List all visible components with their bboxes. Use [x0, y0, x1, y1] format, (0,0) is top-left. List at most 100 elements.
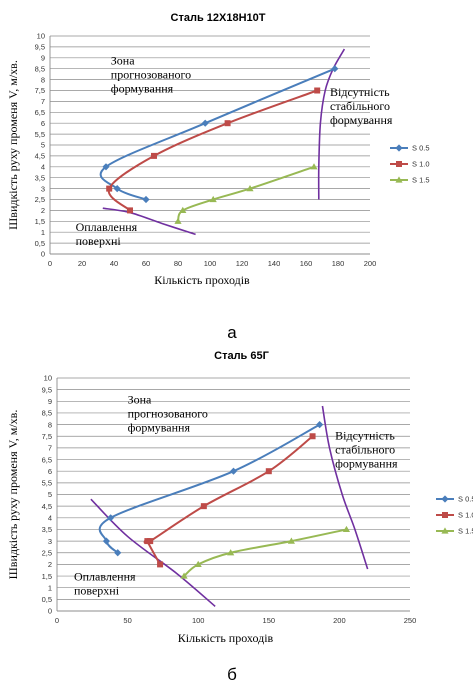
x-tick-label: 60	[142, 259, 150, 268]
legend-marker	[395, 144, 403, 152]
x-tick-label: 20	[78, 259, 86, 268]
x-tick-label: 150	[263, 616, 276, 625]
legend-label: S 0.5	[458, 495, 473, 504]
data-point	[102, 537, 111, 545]
y-tick-label: 3	[41, 184, 45, 193]
legend-marker	[442, 512, 448, 518]
x-tick-label: 50	[123, 616, 131, 625]
y-tick-label: 3	[48, 537, 52, 546]
data-point	[180, 572, 188, 579]
x-tick-label: 80	[174, 259, 182, 268]
legend-label: S 1.5	[458, 527, 473, 536]
y-tick-label: 1,5	[35, 217, 45, 226]
annotation-line: Відсутність	[335, 429, 395, 443]
data-point	[227, 549, 235, 556]
legend-label: S 1.0	[412, 160, 430, 169]
data-point	[157, 561, 164, 568]
chart-title: Сталь 65Г	[214, 350, 269, 362]
data-point	[147, 538, 154, 545]
x-axis-label: Кількість проходів	[178, 631, 274, 645]
data-point	[287, 537, 295, 544]
data-point	[142, 195, 150, 204]
legend: S 0.5 S 1.0 S 1.5	[436, 495, 473, 536]
y-tick-label: 9	[41, 54, 45, 63]
legend-label: S 1.0	[458, 511, 473, 520]
y-tick-label: 4,5	[35, 152, 45, 161]
subfigure-label: а	[227, 323, 237, 342]
y-tick-label: 5	[41, 141, 45, 150]
data-point	[331, 65, 339, 73]
x-tick-label: 200	[364, 259, 377, 268]
annotation-line: прогнозованого	[111, 67, 191, 81]
legend-marker	[441, 495, 449, 503]
chart-2: Сталь 65Г 0 0,5 1 1,5 2 2,5 3 3,5 4 4,5 5 5,5 6 6,5 7 7,…	[6, 350, 473, 645]
y-tick-label: 4	[41, 163, 45, 172]
annotation-line: поверхні	[74, 584, 120, 598]
data-point	[201, 119, 209, 127]
x-tick-label: 0	[55, 616, 59, 625]
data-point	[127, 207, 133, 214]
y-tick-label: 5,5	[35, 130, 45, 139]
y-tick-label: 6	[48, 467, 52, 476]
data-point	[310, 163, 318, 170]
data-point	[106, 185, 113, 192]
annotation: Зона прогнозованого формування	[111, 53, 191, 95]
y-axis-label: Швидкість руху променя V, м/хв.	[6, 60, 20, 230]
data-point	[114, 549, 122, 557]
y-tick-label: 7,5	[42, 432, 52, 441]
y-tick-label: 6	[41, 119, 45, 128]
y-tick-label: 8	[48, 420, 52, 429]
y-tick-label: 3,5	[42, 525, 52, 534]
y-tick-label: 0	[48, 607, 52, 616]
annotation-line: прогнозованого	[128, 407, 208, 421]
x-tick-label: 120	[236, 259, 249, 268]
y-tick-label: 10	[37, 32, 45, 41]
annotation: Оплавлення поверхні	[76, 220, 138, 248]
y-tick-label: 3,5	[35, 173, 45, 182]
annotation-line: стабільного	[330, 99, 390, 113]
legend-label: S 0.5	[412, 144, 430, 153]
y-tick-label: 4,5	[42, 502, 52, 511]
data-point	[179, 206, 187, 213]
series-line	[98, 423, 321, 554]
y-tick-label: 0,5	[35, 239, 45, 248]
y-tick-label: 1	[48, 583, 52, 592]
chart-1: Сталь 12Х18Н10Т 0 0,5 1 1,5 2 2,5 3 3,54 4,5 5 5,5 6…	[6, 12, 430, 287]
series-line	[99, 67, 336, 201]
data-point	[246, 185, 254, 192]
legend-marker	[441, 527, 449, 534]
data-point	[229, 467, 238, 475]
y-tick-label: 9	[48, 397, 52, 406]
data-point	[107, 514, 115, 522]
annotation-line: Зона	[111, 53, 135, 67]
boundary-curve	[102, 207, 196, 236]
annotation: Оплавлення поверхні	[74, 570, 136, 598]
y-tick-label: 9,5	[42, 385, 52, 394]
y-tick-label: 8,5	[35, 64, 45, 73]
y-tick-label: 1	[41, 228, 45, 237]
legend: S 0.5 S 1.0 S 1.5	[390, 144, 430, 185]
data-point	[200, 503, 207, 510]
data-point	[265, 468, 272, 475]
data-point	[224, 120, 231, 127]
x-tick-label: 0	[48, 259, 52, 268]
data-point	[342, 525, 351, 533]
series-line	[143, 435, 314, 565]
y-axis-label: Швидкість руху променя V, м/хв.	[6, 410, 20, 580]
x-tick-label: 100	[204, 259, 217, 268]
series-line	[107, 89, 318, 212]
data-point	[209, 195, 217, 203]
y-tick-label: 0	[41, 250, 45, 259]
x-axis-label: Кількість проходів	[154, 273, 250, 287]
series-line	[177, 165, 315, 222]
annotation-line: формування	[330, 113, 393, 127]
data-point	[309, 433, 316, 440]
subfigure-label: б	[227, 665, 237, 684]
legend-label: S 1.5	[412, 176, 430, 185]
x-tick-label: 200	[333, 616, 346, 625]
y-tick-label: 2,5	[35, 195, 45, 204]
y-tick-label: 8	[41, 75, 45, 84]
annotation: Зона прогнозованого формування	[128, 393, 208, 435]
y-tick-label: 6,5	[35, 108, 45, 117]
